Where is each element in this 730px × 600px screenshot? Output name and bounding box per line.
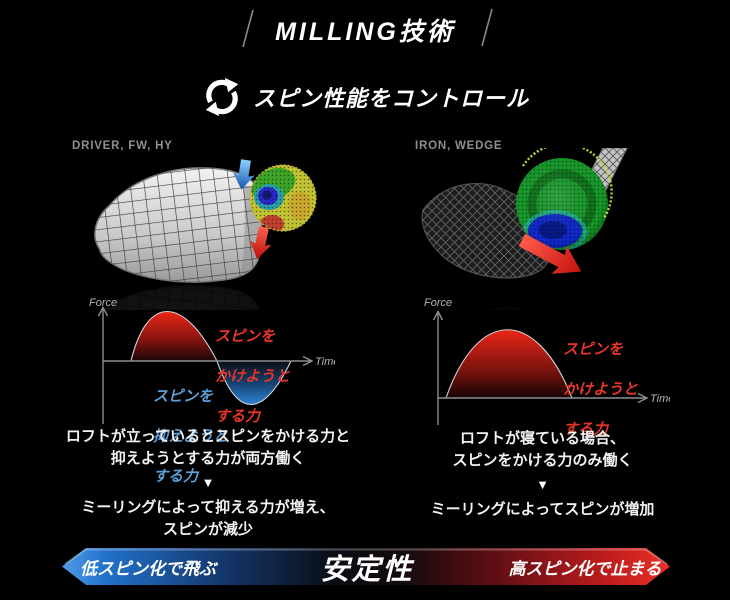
result-line: ミーリングによってスピンが増加: [430, 501, 655, 518]
force-axis-label: Force: [424, 297, 452, 309]
description-line: ロフトが寝ている場合、: [459, 430, 625, 447]
label-driver-fw-hy: DRIVER, FW, HY: [72, 140, 173, 152]
title-slash-left: [242, 9, 254, 48]
result-line: スピンが減少: [162, 521, 253, 538]
label-iron-wedge: IRON, WEDGE: [415, 140, 503, 152]
negative-spin-curve: [217, 361, 291, 405]
apply-spin-force-label: スピンを かけようと する力: [215, 328, 291, 425]
banner-left-label: 低スピン化で飛ぶ: [80, 559, 216, 578]
description-line: 抑えようとする力が両方働く: [110, 450, 306, 467]
title-slash-right: [481, 8, 493, 47]
description-line: スピンをかける力のみ働く: [452, 452, 633, 469]
down-triangle-separator: ▼: [201, 475, 215, 490]
impact-heatmap-ball: [516, 148, 613, 250]
suppress-spin-force-label: スピンを 抑えようと する力: [153, 388, 229, 485]
blue-down-arrow: [232, 159, 255, 190]
red-down-arrow: [249, 225, 272, 260]
red-down-arrow: [518, 233, 582, 274]
wedge-impact-figure: [421, 148, 628, 310]
force-axis-label: Force: [89, 297, 117, 309]
force-time-graph-left: Force Time: [89, 297, 335, 424]
right-description-block: ロフトが寝ている場合、 スピンをかける力のみ働く ▼ ミーリングによってスピンが…: [400, 428, 685, 521]
driver-impact-figure: [94, 159, 317, 310]
time-axis-label: Time: [650, 393, 670, 405]
time-axis-label: Time: [315, 356, 335, 368]
left-description-block: ロフトが立っているとスピンをかける力と 抑えようとする力が両方働く ▼ ミーリン…: [48, 426, 368, 541]
stability-banner: 低スピン化で飛ぶ 安定性 高スピン化で止まる: [62, 548, 670, 586]
down-triangle-separator: ▼: [536, 477, 549, 492]
positive-spin-curve: [446, 329, 572, 398]
circular-arrows-icon: [205, 77, 239, 117]
result-line: ミーリングによって抑える力が増え、: [81, 499, 335, 516]
page-title: MILLING技術: [275, 18, 455, 46]
impact-heatmap-ball: [249, 164, 317, 232]
banner-arrow-shape: [62, 548, 670, 585]
subtitle: スピン性能をコントロール: [0, 76, 730, 118]
title-decoration: [67, 8, 664, 48]
banner-center-label: 安定性: [320, 553, 414, 586]
force-time-graph-right: Force Time: [424, 297, 670, 425]
apply-spin-force-label: スピンを かけようと する力: [563, 341, 639, 438]
driver-head-mesh: [94, 167, 263, 283]
description-line: ロフトが立っているとスピンをかける力と: [65, 428, 351, 445]
subtitle-text: スピン性能をコントロール: [252, 86, 529, 111]
banner-right-label: 高スピン化で止まる: [508, 559, 662, 578]
positive-spin-curve: [131, 311, 217, 361]
